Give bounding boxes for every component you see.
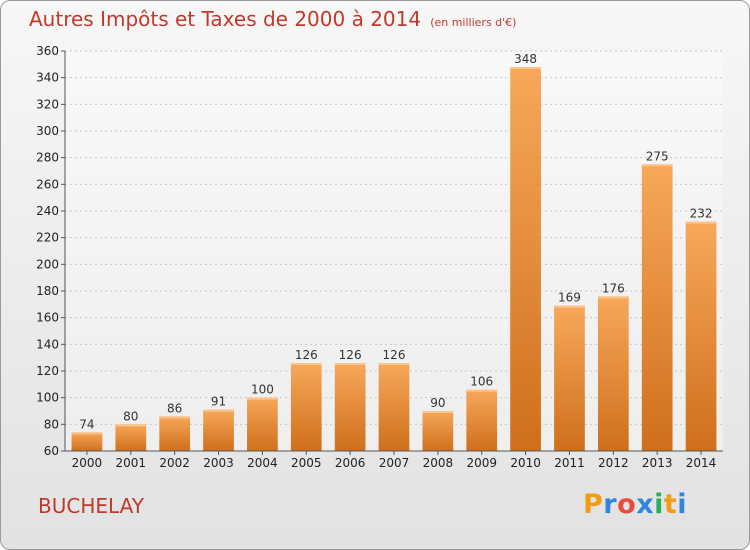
bar-top-edge	[641, 164, 673, 167]
x-tick-label: 2014	[686, 456, 717, 470]
bar-value-label: 90	[430, 396, 445, 410]
y-tick-label: 320	[36, 97, 59, 111]
x-tick-label: 2005	[291, 456, 322, 470]
bar-2010[interactable]	[510, 67, 541, 451]
y-tick-label: 300	[36, 124, 59, 138]
bar-value-label: 106	[470, 375, 493, 389]
x-tick-label: 2010	[510, 456, 541, 470]
y-tick-label: 200	[36, 257, 59, 271]
bar-top-edge	[466, 389, 498, 392]
bar-2014[interactable]	[685, 221, 717, 451]
y-tick-label: 180	[36, 284, 59, 298]
bar-top-edge	[597, 296, 629, 299]
y-tick-label: 60	[44, 444, 59, 458]
bar-2011[interactable]	[554, 305, 585, 451]
x-tick-label: 2012	[598, 456, 629, 470]
y-tick-label: 280	[36, 151, 59, 165]
logo-letter: r	[603, 489, 618, 520]
bar-2000[interactable]	[71, 432, 103, 451]
bar-top-edge	[378, 363, 410, 365]
chart-title-block: Autres Impôts et Taxes de 2000 à 2014 (e…	[29, 7, 516, 31]
x-tick-label: 2009	[466, 456, 497, 470]
bars	[71, 67, 717, 452]
bar-top-edge	[203, 409, 234, 412]
bar-top-edge	[554, 305, 585, 308]
logo-letter: i	[677, 489, 688, 520]
x-tick-label: 2004	[247, 456, 278, 470]
bar-2001[interactable]	[115, 424, 147, 451]
y-tick-label: 140	[36, 337, 59, 351]
bar-top-edge	[510, 67, 541, 69]
bar-2004[interactable]	[247, 397, 278, 451]
bar-value-label: 169	[558, 291, 581, 305]
bar-value-label: 100	[251, 383, 274, 397]
bar-2012[interactable]	[597, 296, 629, 451]
chart-title: Autres Impôts et Taxes de 2000 à 2014	[29, 7, 422, 31]
x-tick-label: 2002	[159, 456, 190, 470]
logo-letter: t	[663, 489, 678, 520]
y-tick-label: 100	[36, 391, 59, 405]
bar-value-label: 176	[602, 281, 625, 295]
bar-top-edge	[71, 432, 103, 435]
x-tick-label: 2003	[203, 456, 234, 470]
city-name: BUCHELAY	[38, 494, 144, 518]
axes: 60 80 100 120 140 160 180 200 220 240 260 280 300 320…	[36, 44, 723, 470]
bar-top-edge	[159, 416, 191, 419]
bar-top-edge	[247, 397, 278, 400]
logo-letter: i	[654, 489, 664, 520]
y-tick-label: 80	[44, 417, 59, 431]
y-tick-label: 160	[36, 311, 59, 325]
y-tick-label: 260	[36, 177, 59, 191]
bar-value-label: 232	[690, 207, 713, 221]
y-tick-label: 340	[36, 71, 59, 85]
bar-2013[interactable]	[641, 164, 673, 452]
x-tick-label: 2000	[72, 456, 103, 470]
bar-value-label: 348	[514, 52, 537, 66]
bar-top-edge	[334, 363, 366, 365]
logo-letter: P	[583, 489, 604, 520]
y-tick-label: 360	[36, 44, 59, 58]
proxiti-logo[interactable]: Proxiti	[583, 489, 687, 520]
bar-value-label: 91	[211, 395, 226, 409]
bar-value-label: 126	[383, 348, 406, 362]
y-tick-label: 120	[36, 364, 59, 378]
bar-2008[interactable]	[422, 411, 454, 451]
bar-2007[interactable]	[378, 363, 410, 451]
bar-2005[interactable]	[290, 363, 322, 451]
bar-value-label: 126	[339, 348, 362, 362]
bar-value-label: 74	[79, 417, 94, 431]
bar-top-edge	[115, 424, 147, 427]
bar-2006[interactable]	[334, 363, 366, 451]
bar-value-label: 80	[123, 409, 138, 423]
x-tick-label: 2006	[335, 456, 366, 470]
bar-value-label: 126	[295, 348, 318, 362]
logo-letter: x	[636, 489, 655, 520]
x-tick-label: 2001	[116, 456, 147, 470]
bar-top-edge	[685, 221, 717, 224]
data-labels: 74 80 86 91 100 126 126 126 90 106 348 169 176 275 232	[79, 52, 712, 431]
logo-letter: o	[617, 489, 637, 520]
y-tick-label: 240	[36, 204, 59, 218]
bar-top-edge	[290, 363, 322, 365]
bar-2009[interactable]	[466, 389, 498, 451]
x-tick-label: 2007	[379, 456, 410, 470]
bar-2003[interactable]	[203, 409, 234, 451]
bar-top-edge	[422, 411, 454, 413]
x-tick-label: 2008	[423, 456, 454, 470]
bar-value-label: 86	[167, 401, 182, 415]
chart-subtitle: (en milliers d'€)	[430, 16, 517, 29]
bar-2002[interactable]	[159, 416, 191, 451]
bar-value-label: 275	[646, 149, 669, 163]
y-tick-label: 220	[36, 231, 59, 245]
x-tick-label: 2013	[642, 456, 673, 470]
x-tick-label: 2011	[554, 456, 585, 470]
